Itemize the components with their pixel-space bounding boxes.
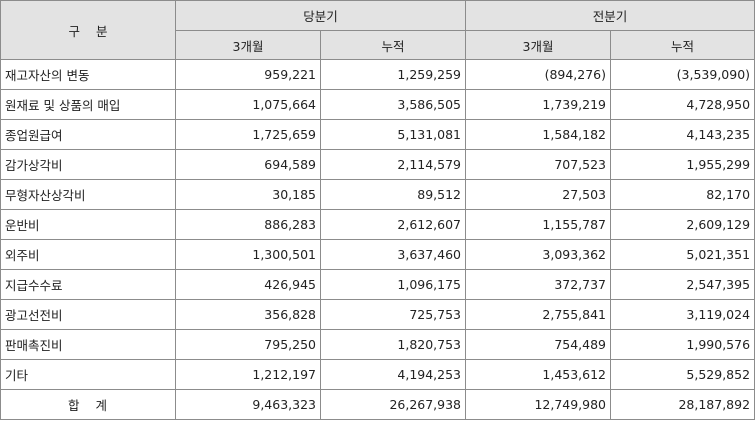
cell-current-cumulative: 2,114,579 [319, 149, 467, 180]
table-row: 외주비 1,300,501 3,637,460 3,093,362 5,021,… [0, 239, 755, 270]
cell-current-3m: 30,185 [175, 179, 321, 210]
row-label: 무형자산상각비 [0, 179, 176, 210]
total-current-3m: 9,463,323 [175, 389, 321, 420]
cell-previous-3m: (894,276) [465, 59, 612, 90]
cell-current-3m: 959,221 [175, 59, 321, 90]
header-current-cumulative: 누적 [319, 30, 467, 60]
header-previous-3m: 3개월 [465, 30, 612, 60]
cell-current-cumulative: 1,259,259 [319, 59, 467, 90]
total-current-cumulative: 26,267,938 [319, 389, 467, 420]
row-label: 재고자산의 변동 [0, 59, 176, 90]
cell-previous-cumulative: 3,119,024 [610, 299, 755, 330]
row-label: 외주비 [0, 239, 176, 270]
row-label: 광고선전비 [0, 299, 176, 330]
row-label: 운반비 [0, 209, 176, 240]
cell-previous-cumulative: 4,728,950 [610, 89, 755, 120]
cell-previous-cumulative: 5,021,351 [610, 239, 755, 270]
total-previous-3m: 12,749,980 [465, 389, 612, 420]
cell-current-cumulative: 2,612,607 [319, 209, 467, 240]
cell-previous-3m: 2,755,841 [465, 299, 612, 330]
cell-current-cumulative: 725,753 [319, 299, 467, 330]
cell-previous-3m: 1,584,182 [465, 119, 612, 150]
cell-previous-3m: 3,093,362 [465, 239, 612, 270]
cell-current-cumulative: 3,586,505 [319, 89, 467, 120]
table-row: 지급수수료 426,945 1,096,175 372,737 2,547,39… [0, 269, 755, 300]
cell-previous-3m: 1,739,219 [465, 89, 612, 120]
total-row: 합 계 9,463,323 26,267,938 12,749,980 28,1… [0, 389, 755, 420]
cell-current-cumulative: 1,820,753 [319, 329, 467, 360]
row-label: 감가상각비 [0, 149, 176, 180]
header-row-1: 구 분 당분기 전분기 [0, 0, 755, 60]
header-previous-cumulative: 누적 [610, 30, 755, 60]
table-row: 원재료 및 상품의 매입 1,075,664 3,586,505 1,739,2… [0, 89, 755, 120]
cell-current-3m: 1,725,659 [175, 119, 321, 150]
row-label: 원재료 및 상품의 매입 [0, 89, 176, 120]
header-row-2: 3개월 누적 3개월 누적 [1, 30, 755, 60]
cell-current-cumulative: 5,131,081 [319, 119, 467, 150]
header-current-3m: 3개월 [175, 30, 321, 60]
table-row: 판매촉진비 795,250 1,820,753 754,489 1,990,57… [0, 329, 755, 360]
header-current-period: 당분기 [174, 0, 467, 31]
cell-current-3m: 1,075,664 [175, 89, 321, 120]
cell-previous-cumulative: (3,539,090) [610, 59, 755, 90]
row-label: 판매촉진비 [0, 329, 176, 360]
cell-current-cumulative: 4,194,253 [319, 359, 467, 390]
header-previous-period: 전분기 [465, 0, 755, 31]
cell-previous-3m: 1,155,787 [465, 209, 612, 240]
row-label: 기타 [0, 359, 176, 390]
table-row: 기타 1,212,197 4,194,253 1,453,612 5,529,8… [0, 359, 755, 390]
cell-current-3m: 795,250 [175, 329, 321, 360]
row-label: 지급수수료 [0, 269, 176, 300]
cell-current-3m: 1,300,501 [175, 239, 321, 270]
table-row: 재고자산의 변동 959,221 1,259,259 (894,276) (3,… [0, 59, 755, 90]
total-label: 합 계 [0, 389, 176, 420]
cell-previous-cumulative: 4,143,235 [610, 119, 755, 150]
cell-previous-cumulative: 2,609,129 [610, 209, 755, 240]
table-header: 구 분 당분기 전분기 3개월 누적 3개월 누적 [0, 0, 755, 60]
cell-current-cumulative: 89,512 [319, 179, 467, 210]
cell-current-3m: 426,945 [175, 269, 321, 300]
table-row: 광고선전비 356,828 725,753 2,755,841 3,119,02… [0, 299, 755, 330]
cell-previous-3m: 27,503 [465, 179, 612, 210]
cell-current-3m: 1,212,197 [175, 359, 321, 390]
cell-previous-cumulative: 5,529,852 [610, 359, 755, 390]
cell-current-cumulative: 3,637,460 [319, 239, 467, 270]
cell-previous-3m: 707,523 [465, 149, 612, 180]
cell-previous-cumulative: 1,955,299 [610, 149, 755, 180]
cell-current-3m: 886,283 [175, 209, 321, 240]
table-row: 종업원급여 1,725,659 5,131,081 1,584,182 4,14… [0, 119, 755, 150]
cell-previous-cumulative: 82,170 [610, 179, 755, 210]
cell-previous-cumulative: 2,547,395 [610, 269, 755, 300]
table-row: 운반비 886,283 2,612,607 1,155,787 2,609,12… [0, 209, 755, 240]
row-label: 종업원급여 [0, 119, 176, 150]
table-row: 무형자산상각비 30,185 89,512 27,503 82,170 [0, 179, 755, 210]
table-row: 감가상각비 694,589 2,114,579 707,523 1,955,29… [0, 149, 755, 180]
cell-current-3m: 356,828 [175, 299, 321, 330]
cell-previous-3m: 754,489 [465, 329, 612, 360]
cell-previous-3m: 372,737 [465, 269, 612, 300]
table-body: 재고자산의 변동 959,221 1,259,259 (894,276) (3,… [0, 59, 755, 420]
total-previous-cumulative: 28,187,892 [610, 389, 755, 420]
cell-current-3m: 694,589 [175, 149, 321, 180]
cell-previous-cumulative: 1,990,576 [610, 329, 755, 360]
cell-previous-3m: 1,453,612 [465, 359, 612, 390]
cell-current-cumulative: 1,096,175 [319, 269, 467, 300]
header-category: 구 분 [0, 0, 176, 60]
